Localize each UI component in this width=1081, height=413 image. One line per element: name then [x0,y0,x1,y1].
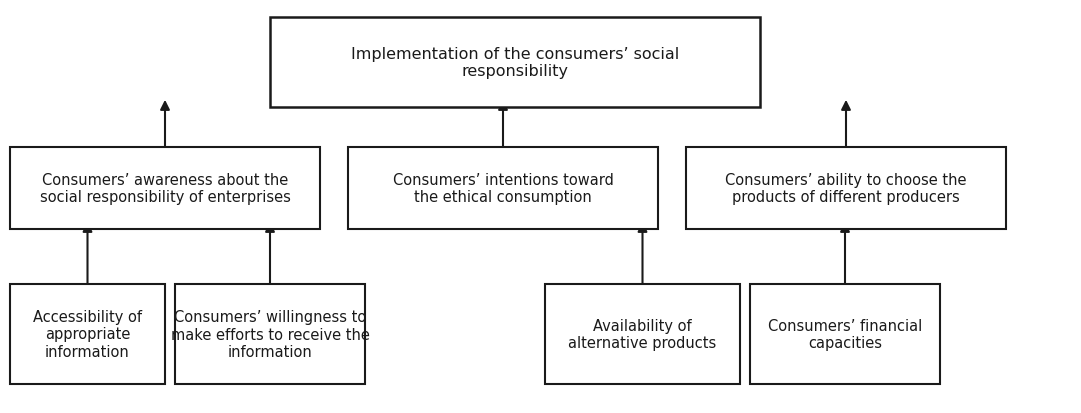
FancyBboxPatch shape [686,147,1006,230]
Text: Accessibility of
appropriate
information: Accessibility of appropriate information [34,309,142,359]
Text: Consumers’ financial
capacities: Consumers’ financial capacities [768,318,922,350]
FancyBboxPatch shape [545,284,740,384]
FancyBboxPatch shape [750,284,940,384]
FancyBboxPatch shape [270,18,760,108]
FancyBboxPatch shape [10,147,320,230]
Text: Consumers’ ability to choose the
products of different producers: Consumers’ ability to choose the product… [725,172,966,205]
Text: Availability of
alternative products: Availability of alternative products [569,318,717,350]
Text: Consumers’ intentions toward
the ethical consumption: Consumers’ intentions toward the ethical… [392,172,613,205]
Text: Implementation of the consumers’ social
responsibility: Implementation of the consumers’ social … [351,47,679,79]
Text: Consumers’ awareness about the
social responsibility of enterprises: Consumers’ awareness about the social re… [40,172,291,205]
FancyBboxPatch shape [348,147,658,230]
Text: Consumers’ willingness to
make efforts to receive the
information: Consumers’ willingness to make efforts t… [171,309,370,359]
FancyBboxPatch shape [175,284,365,384]
FancyBboxPatch shape [10,284,165,384]
